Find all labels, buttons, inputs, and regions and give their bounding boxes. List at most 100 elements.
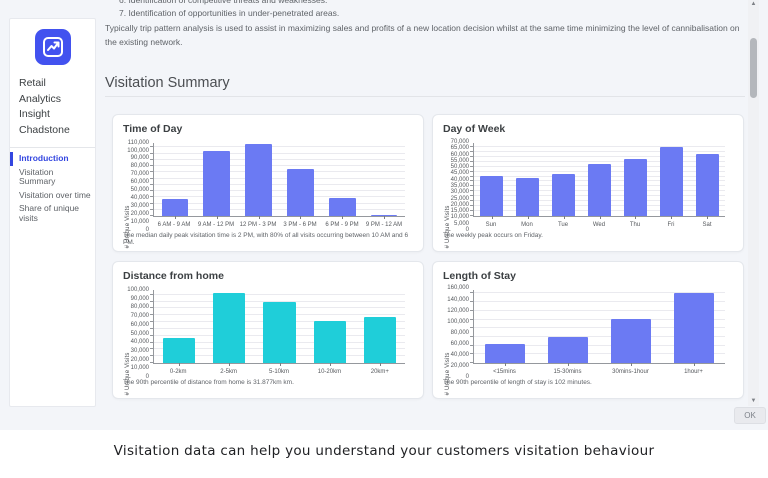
- y-tick-label: 70,000: [450, 139, 469, 146]
- bar: [328, 197, 356, 216]
- intro-paragraph: Typically trip pattern analysis is used …: [105, 23, 740, 47]
- sidebar-divider: [10, 147, 95, 148]
- chart-title: Distance from home: [123, 270, 224, 282]
- y-tick-label: 60,000: [450, 151, 469, 158]
- y-tick-label: 60,000: [130, 179, 149, 186]
- y-tick-label: 10,000: [130, 219, 149, 226]
- x-tick-mark: [635, 216, 637, 219]
- gridline: [474, 335, 725, 337]
- x-tick-mark: [174, 216, 176, 219]
- y-tick-label: 60,000: [450, 340, 469, 347]
- x-tick-label: Thu: [629, 222, 641, 228]
- y-tick-mark: [150, 293, 153, 295]
- bar: [263, 302, 296, 363]
- bar: [610, 319, 651, 363]
- sidebar-item-visitation-over-time[interactable]: Visitation over time: [19, 189, 91, 200]
- scrollbar-thumb[interactable]: [750, 38, 757, 98]
- x-tick-label: Sat: [702, 222, 712, 228]
- x-tick-mark: [563, 216, 565, 219]
- sidebar-item-visitation-summary[interactable]: Visitation Summary: [19, 166, 56, 186]
- y-tick-label: 40,000: [450, 351, 469, 358]
- sidebar: Retail Analytics Insight Chadstone Intro…: [9, 18, 96, 407]
- y-tick-mark: [150, 196, 153, 198]
- gridline: [474, 309, 725, 311]
- x-tick-label: 9 PM - 12 AM: [365, 222, 403, 228]
- ok-button[interactable]: OK: [734, 407, 766, 424]
- y-tick-mark: [150, 314, 153, 316]
- x-tick-mark: [505, 363, 507, 366]
- x-axis-labels: 6 AM - 9 AM 9 AM - 12 PM 12 PM - 3 PM 3 PM …: [153, 221, 405, 230]
- y-tick-mark: [470, 200, 473, 202]
- line-chart-icon: [42, 37, 63, 57]
- bar: [673, 293, 714, 363]
- x-tick-label: Fri: [667, 222, 675, 228]
- y-tick-label: 35,000: [450, 183, 469, 190]
- x-tick-mark: [329, 363, 331, 366]
- gridline: [154, 177, 405, 179]
- bar-chart-day-of-week: # Unique Visits 0 5,000 10,000 15,000 20,000 2…: [443, 137, 733, 248]
- x-tick-mark: [379, 363, 381, 366]
- x-axis-labels: Sun Mon Tue Wed Thu Fri Sat: [473, 221, 725, 230]
- y-tick-mark: [470, 362, 473, 363]
- gridline: [154, 165, 405, 167]
- app-title-line: Chadstone: [19, 123, 70, 136]
- gridline: [474, 318, 725, 320]
- y-tick-mark: [150, 183, 153, 185]
- gridline: [154, 293, 405, 295]
- gridline: [154, 196, 405, 198]
- x-tick-label: 0-2km: [169, 369, 187, 375]
- section-heading: Visitation Summary: [105, 75, 230, 91]
- x-axis-labels: 0-2km 2-5km 5-10km 10-20km 20km+: [153, 368, 405, 377]
- x-tick-label: 30mins-1hour: [612, 369, 649, 375]
- x-tick-mark: [707, 216, 709, 219]
- chart-card-day-of-week: Day of Week # Unique Visits 0 5,000 10,000 1…: [432, 114, 744, 252]
- y-tick-label: 70,000: [130, 313, 149, 320]
- x-tick-label: <15mins: [493, 369, 516, 375]
- x-tick-label: 5-10km: [269, 369, 290, 375]
- y-tick-mark: [150, 152, 153, 154]
- sidebar-item-share-of-unique-visits[interactable]: Share of unique visits: [19, 203, 80, 223]
- y-tick-mark: [150, 307, 153, 309]
- y-tick-label: 70,000: [130, 171, 149, 178]
- y-tick-mark: [470, 210, 473, 212]
- y-tick-label: 0: [465, 227, 469, 233]
- bar: [313, 320, 346, 363]
- y-tick-mark: [150, 146, 153, 148]
- sidebar-item-introduction[interactable]: Introduction: [10, 152, 95, 166]
- y-tick-mark: [150, 300, 153, 302]
- y-tick-mark: [470, 344, 473, 346]
- y-tick-label: 25,000: [450, 195, 469, 202]
- chart-title: Time of Day: [123, 123, 183, 135]
- scroll-down-icon[interactable]: ▼: [750, 398, 757, 404]
- x-tick-mark: [630, 363, 632, 366]
- x-tick-mark: [384, 216, 386, 219]
- bar: [485, 343, 526, 363]
- y-tick-label: 30,000: [130, 203, 149, 210]
- chart-caption: The 90th percentile of length of stay is…: [443, 379, 592, 386]
- numbered-list: 6. Identification of competitive threats…: [119, 0, 339, 20]
- y-tick-mark: [470, 185, 473, 187]
- app-title: Retail Analytics Insight Chadstone: [19, 76, 89, 138]
- plot-area: [470, 143, 725, 219]
- gridline: [154, 146, 405, 148]
- y-tick-label: 0: [145, 227, 149, 233]
- app-logo: [34, 29, 71, 65]
- x-tick-label: 2-5km: [220, 369, 237, 375]
- y-tick-label: 140,000: [447, 296, 469, 303]
- x-tick-mark: [599, 216, 601, 219]
- chart-title: Day of Week: [443, 123, 506, 135]
- bar: [480, 175, 504, 216]
- y-tick-label: 100,000: [447, 318, 469, 325]
- x-axis-labels: <15mins 15-30mins 30mins-1hour 1hour+: [473, 368, 725, 377]
- x-tick-mark: [300, 216, 302, 219]
- y-tick-label: 160,000: [447, 285, 469, 292]
- bar: [370, 214, 398, 216]
- vertical-scrollbar[interactable]: ▲ ▼: [748, 0, 759, 406]
- bar: [213, 292, 246, 363]
- x-tick-mark: [279, 363, 281, 366]
- chart-card-distance-from-home: Distance from home # Unique Visits 0 10,00…: [112, 261, 424, 399]
- scroll-up-icon[interactable]: ▲: [750, 1, 757, 7]
- bar-chart-time-of-day: # Unique Visits 0 10,000 20,000 30,000 40,000…: [123, 137, 413, 248]
- y-tick-mark: [150, 190, 153, 192]
- y-tick-mark: [470, 309, 473, 311]
